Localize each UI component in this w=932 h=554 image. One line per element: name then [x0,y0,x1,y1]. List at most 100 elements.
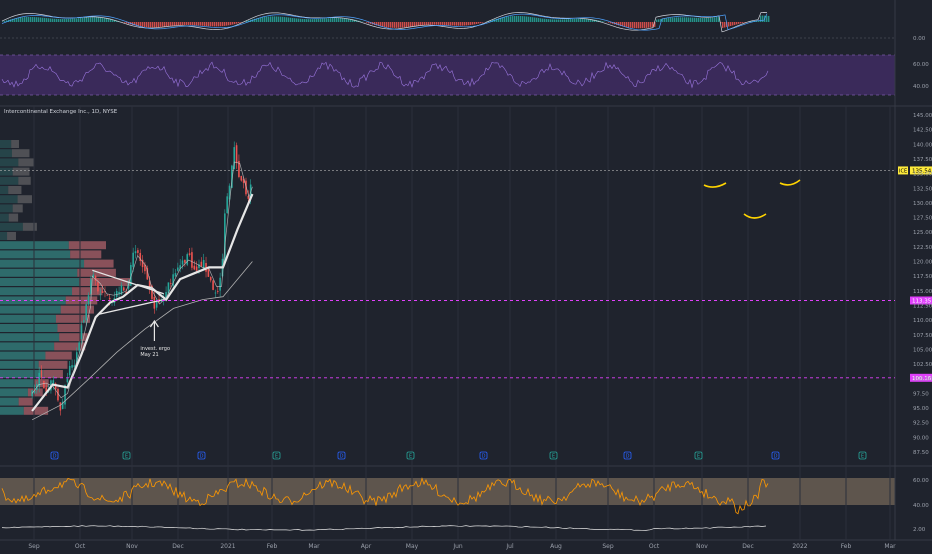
macd-histogram-bar [724,22,725,28]
macd-histogram-bar [384,22,385,27]
volume-profile-up [0,195,18,203]
macd-histogram-bar [232,22,233,25]
event-marker-label: E [125,454,128,460]
macd-histogram-bar [734,22,735,25]
macd-histogram-bar [576,19,577,22]
macd-histogram-bar [148,22,149,27]
macd-histogram-bar [520,16,521,22]
price-tick-label: 102.50 [913,362,932,368]
rsi-top-tick: 40.00 [913,84,929,90]
macd-histogram-bar [678,17,679,22]
macd-histogram-bar [736,22,737,24]
macd-histogram-bar [210,22,211,26]
volume-profile-up [0,361,39,369]
macd-histogram-bar [478,22,479,24]
event-marker-label: D [774,454,778,460]
macd-histogram-bar [152,22,153,27]
macd-histogram-bar [768,16,769,22]
macd-histogram-bar [694,18,695,22]
price-tick-label: 140.00 [913,142,932,148]
macd-histogram-bar [296,18,297,22]
macd-histogram-bar [314,19,315,22]
macd-histogram-bar [646,22,647,28]
macd-histogram-bar [624,22,625,27]
macd-histogram-bar [762,16,763,22]
candle-body [215,293,217,294]
macd-histogram-bar [158,22,159,27]
macd-histogram-bar [184,22,185,25]
macd-histogram-bar [102,18,103,22]
macd-histogram-bar [446,22,447,25]
volume-profile-up [0,352,45,360]
volume-profile-down [57,324,82,332]
time-tick-label: Oct [75,543,86,550]
macd-histogram-bar [422,22,423,25]
macd-histogram-bar [302,19,303,22]
candle-body [189,253,191,255]
volume-profile-up [0,388,28,396]
macd-histogram-bar [84,18,85,22]
candle-body [196,267,198,271]
macd-histogram-bar [584,19,585,22]
macd-histogram-bar [560,19,561,22]
price-tick-label: 145.00 [913,113,932,119]
volume-profile-down [84,260,114,268]
event-marker-label: D [482,454,486,460]
price-tick-label: 97.50 [913,391,929,397]
macd-histogram-bar [686,17,687,22]
event-marker-label: E [552,454,555,460]
macd-histogram-bar [282,17,283,22]
volume-profile-up [0,342,54,350]
macd-histogram-bar [234,22,235,24]
macd-histogram-bar [634,22,635,28]
time-tick-label: 2021 [220,543,235,550]
candle-body [193,266,195,270]
macd-histogram-bar [566,19,567,22]
macd-histogram-bar [286,17,287,22]
macd-histogram-bar [90,17,91,22]
macd-histogram-bar [44,18,45,22]
macd-histogram-bar [40,18,41,22]
macd-histogram-bar [466,22,467,25]
macd-histogram-bar [408,22,409,27]
price-tick-label: 90.00 [913,435,929,441]
candle-body [81,325,83,339]
macd-histogram-bar [226,22,227,26]
volume-profile-down [11,140,19,148]
macd-histogram-bar [212,22,213,26]
price-tick-label: 125.00 [913,230,932,236]
candle-body [71,365,73,368]
time-tick-label: Dec [172,543,184,550]
macd-histogram-bar [50,18,51,22]
macd-histogram-bar [62,19,63,22]
macd-histogram-bar [732,22,733,25]
macd-histogram-bar [80,18,81,22]
macd-histogram-bar [426,22,427,25]
volume-profile-up [0,140,11,148]
macd-histogram-bar [472,22,473,25]
macd-histogram-bar [540,18,541,22]
candle-body [135,251,137,253]
candle-body [85,304,87,320]
volume-profile-down [70,250,101,258]
macd-histogram-bar [60,19,61,22]
macd-histogram-bar [342,18,343,22]
macd-histogram-bar [460,22,461,26]
macd-histogram-bar [564,19,565,22]
macd-histogram-bar [168,22,169,26]
macd-histogram-bar [156,22,157,27]
macd-histogram-bar [510,16,511,22]
price-tick-label: 105.00 [913,347,932,353]
macd-histogram-bar [228,22,229,25]
volume-profile-down [19,398,33,406]
volume-profile-down [45,352,71,360]
macd-histogram-bar [430,22,431,25]
macd-histogram-bar [208,22,209,26]
macd-histogram-bar [630,22,631,28]
macd-histogram-bar [146,22,147,27]
macd-histogram-bar [464,22,465,26]
macd-histogram-bar [288,18,289,22]
macd-histogram-bar [716,17,717,22]
